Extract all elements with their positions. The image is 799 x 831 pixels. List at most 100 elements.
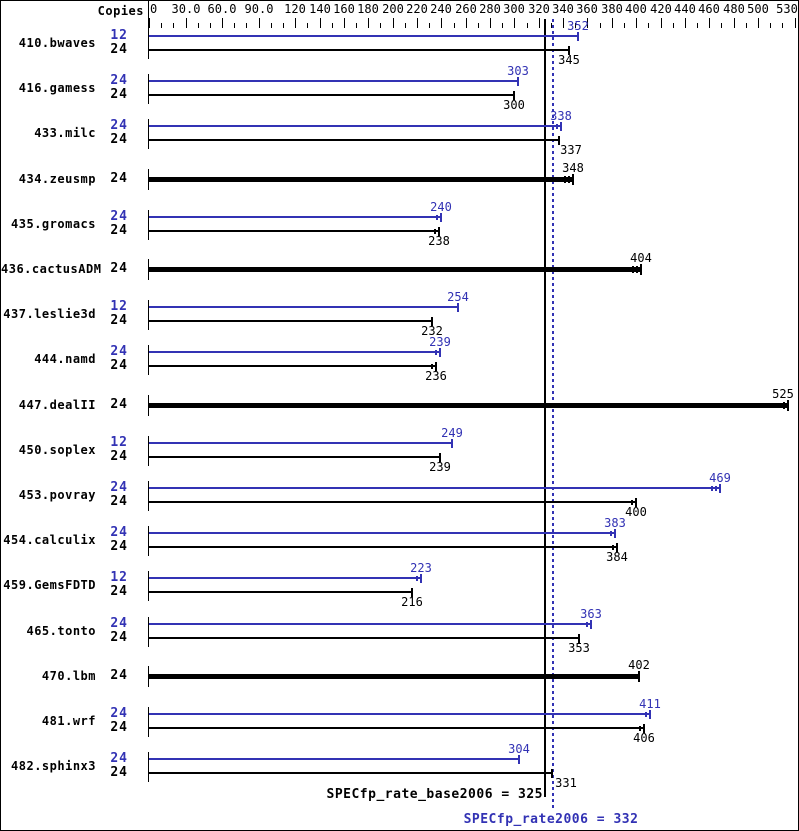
- bar-end-tick: [440, 213, 442, 222]
- axis-minor-tick: [600, 23, 601, 28]
- axis-tick-label: 280: [479, 2, 501, 16]
- result-bar-peak: [149, 758, 519, 760]
- copies-value: 24: [110, 358, 128, 373]
- axis-tick-label: 360: [576, 2, 598, 16]
- axis-tick-label: 120: [284, 2, 306, 16]
- bar-run-mark: [783, 402, 785, 409]
- group-bracket: [148, 571, 149, 601]
- group-bracket: [148, 119, 149, 149]
- axis-minor-tick: [551, 23, 552, 28]
- axis-major-tick: [587, 18, 588, 28]
- axis-tick-label: 530: [776, 2, 798, 16]
- bar-value-label: 300: [503, 98, 525, 112]
- benchmark-label: 459.GemsFDTD: [3, 578, 96, 592]
- axis-major-tick: [222, 18, 223, 28]
- bar-run-mark: [568, 176, 570, 183]
- base-reference-line: [544, 19, 546, 797]
- copies-value: 12: [110, 435, 128, 450]
- benchmark-label: 454.calculix: [3, 533, 96, 547]
- bar-value-label: 411: [639, 697, 661, 711]
- axis-tick-label: 260: [455, 2, 477, 16]
- group-bracket: [148, 436, 149, 466]
- axis-tick-label: 200: [382, 2, 404, 16]
- axis-tick-label: 180: [357, 2, 379, 16]
- bar-run-mark: [711, 486, 713, 491]
- bar-end-tick: [439, 453, 441, 462]
- benchmark-label: 434.zeusmp: [18, 172, 96, 186]
- bar-value-label: 337: [560, 143, 582, 157]
- copies-value: 24: [110, 494, 128, 509]
- bar-value-label: 236: [425, 369, 447, 383]
- axis-minor-tick: [782, 23, 783, 28]
- axis-minor-tick: [161, 23, 162, 28]
- axis-major-tick: [563, 18, 564, 28]
- bar-end-tick: [635, 498, 637, 507]
- benchmark-label: 453.povray: [18, 488, 96, 502]
- copies-column-header: Copies: [97, 4, 144, 18]
- benchmark-label: 433.milc: [34, 126, 96, 140]
- bar-run-mark: [612, 545, 614, 550]
- result-bar-combined: [149, 403, 788, 408]
- bar-value-label: 400: [625, 505, 647, 519]
- axis-tick-label: 220: [406, 2, 428, 16]
- bar-end-tick: [640, 264, 642, 275]
- copies-value: 24: [110, 630, 128, 645]
- copies-value: 24: [110, 706, 128, 721]
- copies-value: 24: [110, 668, 128, 683]
- bar-value-label: 239: [429, 335, 451, 349]
- bar-end-tick: [616, 543, 618, 552]
- bar-value-label: 216: [401, 595, 423, 609]
- bar-end-tick: [643, 724, 645, 733]
- axis-minor-tick: [697, 23, 698, 28]
- result-bar-peak: [149, 125, 561, 127]
- bar-run-mark: [636, 266, 638, 273]
- result-bar-peak: [149, 713, 650, 715]
- result-bar-base: [149, 94, 514, 96]
- axis-minor-tick: [527, 23, 528, 28]
- copies-value: 24: [110, 132, 128, 147]
- bar-end-tick: [649, 710, 651, 719]
- axis-tick-label: 340: [552, 2, 574, 16]
- axis-minor-tick: [648, 23, 649, 28]
- copies-value: 24: [110, 344, 128, 359]
- axis-major-tick: [149, 18, 150, 28]
- axis-minor-tick: [271, 23, 272, 28]
- bar-value-label: 239: [429, 460, 451, 474]
- result-bar-peak: [149, 80, 518, 82]
- axis-minor-tick: [307, 23, 308, 28]
- bar-value-label: 338: [550, 109, 572, 123]
- axis-tick-label: 30.0: [171, 2, 201, 16]
- bar-end-tick: [577, 32, 579, 41]
- benchmark-label: 435.gromacs: [11, 217, 96, 231]
- axis-tick-label: 320: [528, 2, 550, 16]
- axis-major-tick: [685, 18, 686, 28]
- bar-run-mark: [431, 364, 433, 369]
- benchmark-label: 444.namd: [34, 352, 96, 366]
- copies-value: 12: [110, 570, 128, 585]
- axis-major-tick: [539, 18, 540, 28]
- axis-minor-tick: [454, 23, 455, 28]
- axis-minor-tick: [356, 23, 357, 28]
- axis-tick-label: 90.0: [244, 2, 274, 16]
- bar-value-label: 348: [562, 161, 584, 175]
- copies-value: 24: [110, 480, 128, 495]
- result-bar-base: [149, 139, 559, 141]
- result-bar-base: [149, 320, 432, 322]
- base-result-summary-label: SPECfp_rate_base2006 = 325: [326, 787, 543, 802]
- bar-value-label: 304: [508, 742, 530, 756]
- bar-end-tick: [420, 574, 422, 583]
- axis-minor-tick: [173, 23, 174, 28]
- bar-run-mark: [556, 124, 558, 129]
- copies-value: 24: [110, 209, 128, 224]
- axis-major-tick: [441, 18, 442, 28]
- axis-minor-tick: [575, 23, 576, 28]
- result-bar-combined: [149, 674, 639, 679]
- copies-value: 24: [110, 73, 128, 88]
- axis-tick-label: 140: [309, 2, 331, 16]
- result-bar-peak: [149, 442, 452, 444]
- axis-major-tick: [393, 18, 394, 28]
- axis-tick-label: 480: [723, 2, 745, 16]
- group-bracket: [148, 752, 149, 782]
- axis-minor-tick: [234, 23, 235, 28]
